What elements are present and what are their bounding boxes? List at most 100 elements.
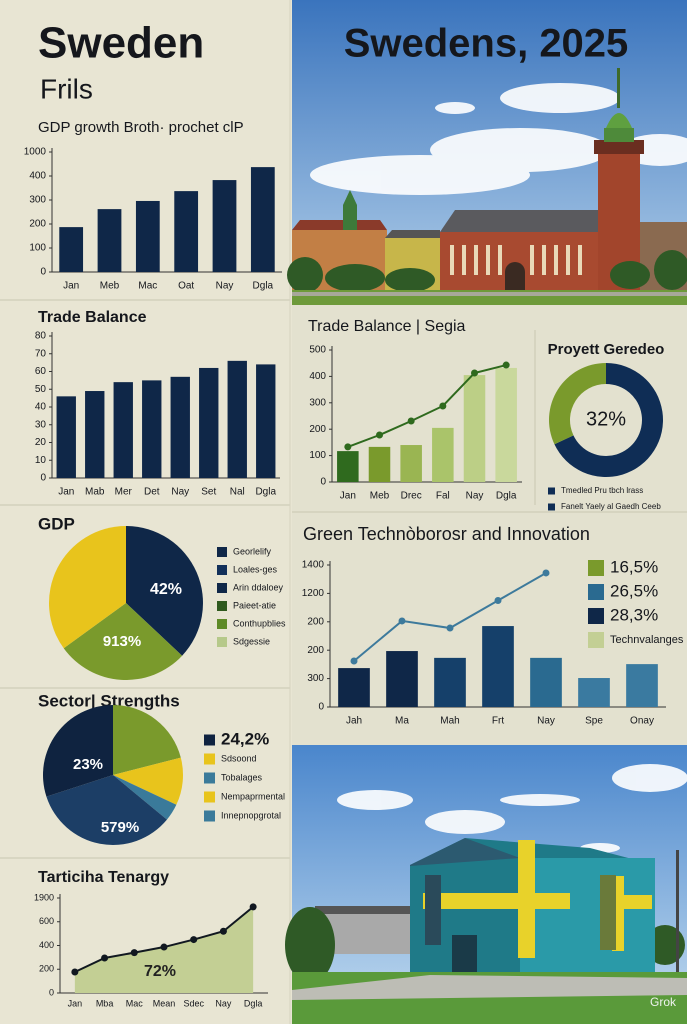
- slice: [126, 526, 204, 656]
- x-tick-label: Meb: [370, 491, 390, 502]
- bar: [400, 445, 422, 482]
- line-point: [350, 657, 358, 665]
- line-point: [160, 943, 168, 951]
- annotation: 579%: [101, 819, 139, 836]
- x-tick-label: Mab: [85, 487, 105, 498]
- x-tick-label: Mac: [126, 998, 144, 1008]
- legend-label: Loales-ges: [233, 564, 278, 574]
- legend-swatch: [217, 619, 227, 629]
- slice: [42, 705, 113, 797]
- y-tick-label: 100: [309, 450, 326, 461]
- line-point: [494, 597, 502, 604]
- legend-swatch: [588, 560, 604, 576]
- legend-label: Sdgessie: [233, 636, 270, 646]
- legend-label: Tmedled Pru tbch lrass: [561, 486, 643, 495]
- legend-swatch: [548, 487, 555, 495]
- bar: [432, 427, 454, 482]
- x-tick-label: Dgla: [244, 998, 263, 1008]
- chart-title: Tarticiha Tenargy: [38, 869, 169, 886]
- legend-label: Arin ddaloey: [233, 582, 284, 592]
- slice: [63, 603, 183, 680]
- slice: [113, 705, 181, 775]
- x-tick-label: Nal: [230, 487, 245, 498]
- y-tick-label: 50: [35, 384, 47, 395]
- x-tick-label: Mean: [153, 998, 176, 1008]
- legend-label: Nempaprmental: [221, 791, 285, 801]
- legend-swatch: [217, 547, 227, 557]
- legend-label: Paieet-atie: [233, 600, 276, 610]
- x-tick-label: Ma: [395, 716, 409, 727]
- photo-flag-building: [285, 745, 687, 1024]
- y-tick-label: 400: [39, 940, 54, 950]
- bar: [199, 367, 219, 478]
- bar: [482, 626, 514, 707]
- x-tick-label: Dgla: [255, 487, 276, 498]
- bar: [368, 446, 391, 482]
- y-tick-label: 600: [39, 916, 54, 926]
- bar: [85, 391, 105, 478]
- bar: [386, 651, 418, 707]
- y-tick-label: 100: [29, 243, 46, 254]
- watermark: Grok: [650, 995, 677, 1009]
- y-tick-label: 0: [40, 473, 46, 484]
- line-point: [376, 431, 383, 439]
- y-tick-label: 1900: [34, 892, 54, 902]
- annotation: 23%: [73, 756, 103, 773]
- legend-label: 24,2%: [221, 729, 269, 748]
- legend-swatch: [217, 583, 227, 593]
- y-tick-label: 40: [35, 402, 47, 413]
- slice: [113, 757, 184, 805]
- bar: [256, 364, 276, 478]
- legend-label: Innepnopgrotal: [221, 810, 281, 820]
- y-tick-label: 300: [307, 673, 324, 684]
- y-tick-label: 0: [318, 702, 324, 713]
- line-point: [542, 569, 550, 577]
- x-tick-label: Jan: [63, 281, 79, 292]
- bar: [170, 376, 190, 478]
- chart-title: Green Technòborosr and Innovation: [303, 524, 590, 544]
- y-tick-label: 10: [35, 455, 47, 466]
- chart-title: Trade Balance | Segia: [308, 318, 466, 335]
- x-tick-label: Drec: [401, 491, 422, 502]
- x-tick-label: Mac: [138, 281, 157, 292]
- y-tick-label: 30: [35, 419, 47, 430]
- y-tick-label: 200: [29, 219, 46, 230]
- legend-label: 26,5%: [610, 581, 658, 600]
- line-point: [71, 968, 79, 976]
- y-tick-label: 60: [35, 366, 47, 377]
- line-point: [502, 361, 510, 369]
- bar: [97, 209, 122, 272]
- x-tick-label: Mer: [115, 487, 133, 498]
- bar: [530, 657, 562, 707]
- x-tick-label: Onay: [630, 716, 654, 727]
- legend-swatch: [217, 601, 227, 611]
- x-tick-label: Mah: [440, 716, 459, 727]
- photo-city-hall: [287, 0, 687, 305]
- x-tick-label: Jan: [68, 998, 83, 1008]
- annotation: 72%: [144, 963, 176, 980]
- bar: [338, 668, 370, 707]
- legend-label: Sdsoond: [221, 753, 257, 763]
- y-tick-label: 20: [35, 437, 47, 448]
- bar: [113, 382, 133, 478]
- line-point: [101, 954, 109, 962]
- y-tick-label: 1400: [302, 560, 325, 571]
- x-tick-label: Jan: [58, 487, 74, 498]
- legend-swatch: [204, 810, 215, 822]
- slice: [113, 775, 177, 820]
- page-title: Sweden: [38, 19, 204, 68]
- x-tick-label: Sdec: [183, 998, 204, 1008]
- legend-label: 16,5%: [610, 557, 658, 576]
- bar: [463, 375, 486, 482]
- bar: [227, 360, 247, 478]
- legend-swatch: [204, 791, 215, 803]
- line-point: [471, 369, 478, 377]
- legend-label: Tobalages: [221, 772, 263, 782]
- chart-title: GDP: [38, 514, 75, 533]
- y-tick-label: 300: [29, 195, 46, 206]
- annotation: 42%: [150, 581, 182, 598]
- chart-title: Proyett Geredeo: [548, 341, 665, 358]
- page-subtitle: Frils: [40, 73, 93, 104]
- line-point: [446, 624, 454, 632]
